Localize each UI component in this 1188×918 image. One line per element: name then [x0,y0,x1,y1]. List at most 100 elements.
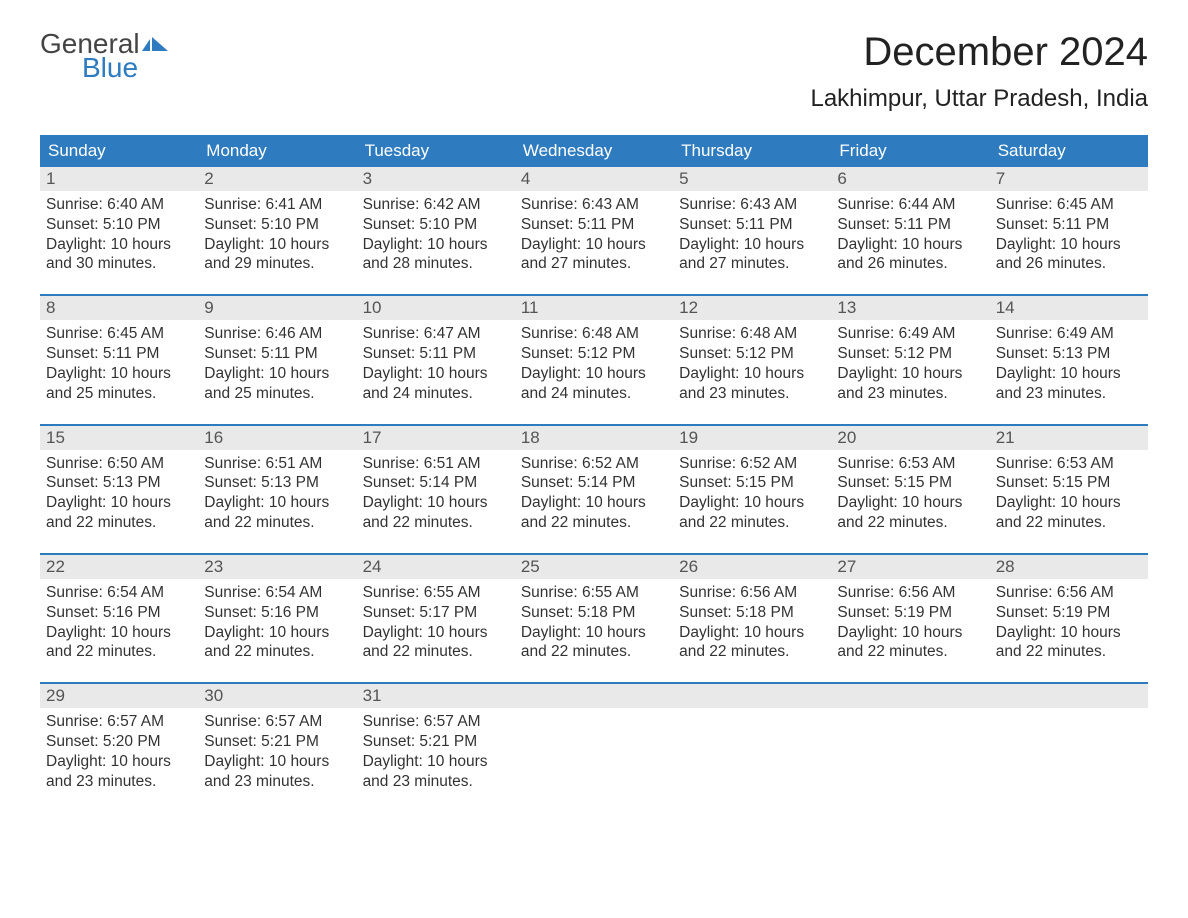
daylight-line: Daylight: 10 hours and 29 minutes. [204,235,350,275]
daylight-line: Daylight: 10 hours and 22 minutes. [204,493,350,533]
logo: General Blue [40,30,170,82]
day-cell: 24Sunrise: 6:55 AMSunset: 5:17 PMDayligh… [357,555,515,662]
day-cell [515,684,673,791]
sunset-line: Sunset: 5:14 PM [363,473,509,493]
day-number: 11 [515,296,673,320]
sunrise-line: Sunrise: 6:51 AM [363,454,509,474]
day-number: 17 [357,426,515,450]
day-body: Sunrise: 6:40 AMSunset: 5:10 PMDaylight:… [40,191,198,274]
sunrise-line: Sunrise: 6:44 AM [837,195,983,215]
day-cell: 23Sunrise: 6:54 AMSunset: 5:16 PMDayligh… [198,555,356,662]
sunrise-line: Sunrise: 6:47 AM [363,324,509,344]
day-body: Sunrise: 6:54 AMSunset: 5:16 PMDaylight:… [40,579,198,662]
day-body: Sunrise: 6:44 AMSunset: 5:11 PMDaylight:… [831,191,989,274]
day-body: Sunrise: 6:48 AMSunset: 5:12 PMDaylight:… [515,320,673,403]
daylight-line: Daylight: 10 hours and 28 minutes. [363,235,509,275]
sunset-line: Sunset: 5:11 PM [363,344,509,364]
sunrise-line: Sunrise: 6:48 AM [521,324,667,344]
sunrise-line: Sunrise: 6:57 AM [204,712,350,732]
sunset-line: Sunset: 5:11 PM [837,215,983,235]
day-body: Sunrise: 6:55 AMSunset: 5:17 PMDaylight:… [357,579,515,662]
day-body: Sunrise: 6:53 AMSunset: 5:15 PMDaylight:… [831,450,989,533]
weekday-header-row: SundayMondayTuesdayWednesdayThursdayFrid… [40,135,1148,167]
sunset-line: Sunset: 5:11 PM [46,344,192,364]
sunset-line: Sunset: 5:17 PM [363,603,509,623]
day-body: Sunrise: 6:51 AMSunset: 5:13 PMDaylight:… [198,450,356,533]
day-number: 7 [990,167,1148,191]
daylight-line: Daylight: 10 hours and 22 minutes. [46,493,192,533]
day-number [515,684,673,708]
daylight-line: Daylight: 10 hours and 27 minutes. [521,235,667,275]
sunset-line: Sunset: 5:13 PM [204,473,350,493]
page-title: December 2024 [810,30,1148,75]
day-cell: 29Sunrise: 6:57 AMSunset: 5:20 PMDayligh… [40,684,198,791]
sunrise-line: Sunrise: 6:54 AM [46,583,192,603]
day-number: 16 [198,426,356,450]
sunset-line: Sunset: 5:12 PM [837,344,983,364]
daylight-line: Daylight: 10 hours and 25 minutes. [46,364,192,404]
day-cell: 22Sunrise: 6:54 AMSunset: 5:16 PMDayligh… [40,555,198,662]
day-body: Sunrise: 6:57 AMSunset: 5:21 PMDaylight:… [198,708,356,791]
sunrise-line: Sunrise: 6:49 AM [837,324,983,344]
day-cell: 5Sunrise: 6:43 AMSunset: 5:11 PMDaylight… [673,167,831,274]
day-cell: 13Sunrise: 6:49 AMSunset: 5:12 PMDayligh… [831,296,989,403]
daylight-line: Daylight: 10 hours and 22 minutes. [996,493,1142,533]
logo-flag-icon [142,30,170,58]
day-cell: 2Sunrise: 6:41 AMSunset: 5:10 PMDaylight… [198,167,356,274]
sunset-line: Sunset: 5:15 PM [996,473,1142,493]
sunrise-line: Sunrise: 6:51 AM [204,454,350,474]
sunset-line: Sunset: 5:11 PM [679,215,825,235]
sunset-line: Sunset: 5:18 PM [521,603,667,623]
daylight-line: Daylight: 10 hours and 26 minutes. [837,235,983,275]
daylight-line: Daylight: 10 hours and 22 minutes. [837,623,983,663]
day-number [990,684,1148,708]
daylight-line: Daylight: 10 hours and 22 minutes. [521,493,667,533]
day-number: 10 [357,296,515,320]
daylight-line: Daylight: 10 hours and 26 minutes. [996,235,1142,275]
sunset-line: Sunset: 5:10 PM [363,215,509,235]
day-cell: 1Sunrise: 6:40 AMSunset: 5:10 PMDaylight… [40,167,198,274]
day-body: Sunrise: 6:42 AMSunset: 5:10 PMDaylight:… [357,191,515,274]
day-cell: 10Sunrise: 6:47 AMSunset: 5:11 PMDayligh… [357,296,515,403]
daylight-line: Daylight: 10 hours and 22 minutes. [996,623,1142,663]
sunrise-line: Sunrise: 6:42 AM [363,195,509,215]
header: General Blue December 2024 Lakhimpur, Ut… [40,30,1148,129]
day-number: 24 [357,555,515,579]
sunset-line: Sunset: 5:12 PM [521,344,667,364]
sunset-line: Sunset: 5:15 PM [679,473,825,493]
day-number: 19 [673,426,831,450]
sunrise-line: Sunrise: 6:43 AM [521,195,667,215]
daylight-line: Daylight: 10 hours and 30 minutes. [46,235,192,275]
sunrise-line: Sunrise: 6:53 AM [996,454,1142,474]
day-body: Sunrise: 6:45 AMSunset: 5:11 PMDaylight:… [40,320,198,403]
day-number: 31 [357,684,515,708]
sunset-line: Sunset: 5:11 PM [204,344,350,364]
day-number: 3 [357,167,515,191]
sunset-line: Sunset: 5:20 PM [46,732,192,752]
day-body: Sunrise: 6:57 AMSunset: 5:21 PMDaylight:… [357,708,515,791]
day-cell: 28Sunrise: 6:56 AMSunset: 5:19 PMDayligh… [990,555,1148,662]
sunrise-line: Sunrise: 6:52 AM [679,454,825,474]
day-number: 4 [515,167,673,191]
sunset-line: Sunset: 5:18 PM [679,603,825,623]
day-cell: 14Sunrise: 6:49 AMSunset: 5:13 PMDayligh… [990,296,1148,403]
daylight-line: Daylight: 10 hours and 22 minutes. [837,493,983,533]
day-body: Sunrise: 6:50 AMSunset: 5:13 PMDaylight:… [40,450,198,533]
day-body: Sunrise: 6:52 AMSunset: 5:14 PMDaylight:… [515,450,673,533]
sunrise-line: Sunrise: 6:45 AM [46,324,192,344]
sunrise-line: Sunrise: 6:50 AM [46,454,192,474]
sunrise-line: Sunrise: 6:55 AM [363,583,509,603]
day-cell [831,684,989,791]
daylight-line: Daylight: 10 hours and 22 minutes. [521,623,667,663]
day-number: 27 [831,555,989,579]
day-cell: 20Sunrise: 6:53 AMSunset: 5:15 PMDayligh… [831,426,989,533]
day-cell: 21Sunrise: 6:53 AMSunset: 5:15 PMDayligh… [990,426,1148,533]
daylight-line: Daylight: 10 hours and 23 minutes. [679,364,825,404]
weekday-header: Wednesday [515,135,673,167]
sunrise-line: Sunrise: 6:49 AM [996,324,1142,344]
day-body: Sunrise: 6:57 AMSunset: 5:20 PMDaylight:… [40,708,198,791]
sunrise-line: Sunrise: 6:46 AM [204,324,350,344]
logo-word2: Blue [82,54,138,82]
day-body: Sunrise: 6:48 AMSunset: 5:12 PMDaylight:… [673,320,831,403]
sunset-line: Sunset: 5:16 PM [46,603,192,623]
